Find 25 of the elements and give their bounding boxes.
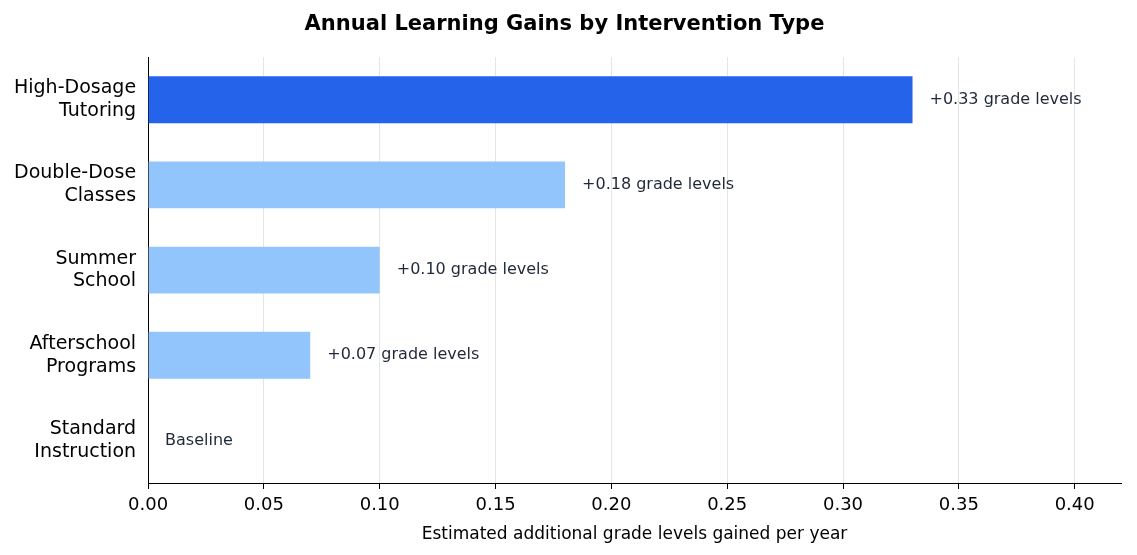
x-tick-label: 0.30 (822, 493, 864, 515)
data-label: +0.07 grade levels (327, 344, 480, 364)
data-label: +0.33 grade levels (929, 88, 1082, 108)
bar (148, 76, 913, 124)
x-tick-label: 0.05 (243, 493, 284, 515)
x-tick-label: 0.35 (938, 493, 979, 515)
data-label: +0.10 grade levels (396, 259, 549, 279)
x-tick-label: 0.40 (1054, 493, 1095, 515)
bar (148, 331, 311, 379)
y-tick-label: High-Dosage Tutoring (13, 75, 137, 121)
y-tick-label: Summer School (55, 245, 137, 291)
x-tick-label: 0.00 (128, 493, 169, 515)
x-tick-label: 0.25 (707, 493, 748, 515)
data-label: +0.18 grade levels (582, 174, 735, 194)
bar (148, 246, 380, 294)
bar (148, 161, 566, 209)
x-tick-label: 0.15 (475, 493, 516, 515)
y-tick-label: Afterschool Programs (29, 330, 137, 376)
x-tick-label: 0.20 (591, 493, 632, 515)
x-tick-label: 0.10 (359, 493, 400, 515)
y-tick-label: Standard Instruction (34, 415, 137, 461)
x-axis-title: Estimated additional grade levels gained per year (421, 523, 848, 544)
data-label: Baseline (165, 429, 233, 449)
y-tick-label: Double-Dose Classes (14, 160, 137, 206)
chart-title: Annual Learning Gains by Intervention Type (304, 11, 825, 36)
